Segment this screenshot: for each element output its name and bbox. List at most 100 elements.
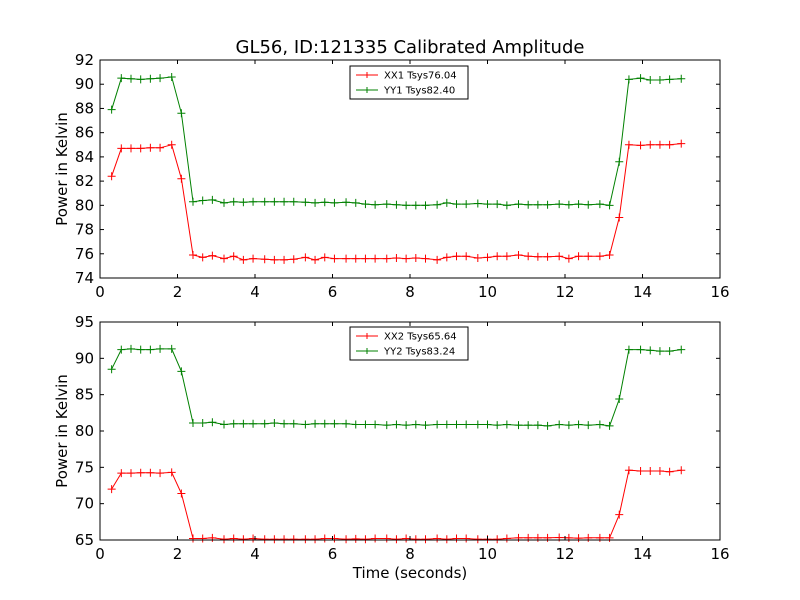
data-point (146, 143, 155, 152)
data-point (107, 485, 116, 494)
data-point (382, 254, 391, 263)
data-point (146, 74, 155, 83)
data-point (533, 252, 542, 261)
data-point (330, 534, 339, 543)
data-point (320, 253, 329, 262)
y-tick-label: 90 (75, 349, 94, 367)
data-point (543, 533, 552, 542)
data-point (433, 200, 442, 209)
data-point (260, 197, 269, 206)
x-tick-label: 4 (250, 545, 260, 563)
data-point (655, 140, 664, 149)
data-point (208, 418, 217, 427)
figure-title: GL56, ID:121335 Calibrated Amplitude (236, 37, 585, 58)
data-point (249, 254, 258, 263)
data-point (156, 344, 165, 353)
x-tick-label: 12 (555, 545, 574, 563)
data-point (574, 200, 583, 209)
data-point (543, 252, 552, 261)
data-point (392, 420, 401, 429)
data-point (260, 255, 269, 264)
y-tick-label: 78 (75, 221, 94, 239)
y-tick-label: 86 (75, 124, 94, 142)
data-point (677, 466, 686, 475)
y-tick-label: 75 (75, 458, 94, 476)
data-point (411, 254, 420, 263)
legend: XX1 Tsys76.04 YY1 Tsys82.40 (349, 65, 469, 100)
data-point (301, 420, 310, 429)
data-point (330, 254, 339, 263)
data-point (239, 419, 248, 428)
data-point (421, 421, 430, 430)
data-point (624, 466, 633, 475)
data-point (107, 365, 116, 374)
data-point (330, 198, 339, 207)
data-point (311, 535, 320, 544)
data-point (208, 251, 217, 260)
data-point (514, 250, 523, 259)
legend-box (349, 326, 469, 361)
data-point (543, 421, 552, 430)
data-point (136, 144, 145, 153)
data-point (301, 198, 310, 207)
data-point (462, 200, 471, 209)
data-point (411, 201, 420, 210)
data-point (117, 74, 126, 83)
data-point (655, 347, 664, 356)
data-point (605, 533, 614, 542)
data-point (127, 469, 135, 478)
data-point (239, 535, 248, 544)
data-point (462, 252, 471, 261)
data-point (514, 421, 523, 430)
y-tick-label: 76 (75, 245, 94, 263)
data-point (189, 419, 197, 428)
data-point (433, 420, 442, 429)
y-tick-label: 80 (75, 422, 94, 440)
x-tick-label: 14 (633, 545, 652, 563)
x-tick-label: 8 (405, 283, 415, 301)
x-tick-label: 10 (478, 283, 497, 301)
x-tick-label: 2 (173, 283, 183, 301)
data-point (605, 201, 614, 210)
data-point (646, 75, 655, 84)
series-line-1 (111, 469, 682, 540)
data-point (595, 420, 604, 429)
data-point (442, 198, 451, 207)
data-point (402, 534, 411, 543)
data-point (229, 419, 238, 428)
data-point (301, 253, 310, 262)
data-point (342, 198, 351, 207)
data-point (555, 252, 564, 261)
data-point (330, 419, 339, 428)
data-point (177, 109, 186, 118)
y-tick-label: 85 (75, 386, 94, 404)
data-point (564, 200, 573, 209)
data-point (502, 420, 511, 429)
data-point (524, 533, 533, 542)
data-point (107, 105, 116, 114)
data-point (289, 535, 298, 544)
data-point (127, 144, 135, 153)
data-point (270, 419, 279, 428)
data-point (655, 466, 664, 475)
data-point (371, 534, 380, 543)
data-point (636, 74, 645, 83)
data-point (677, 345, 686, 354)
legend-marker (364, 333, 370, 339)
legend-entry: XX1 Tsys76.04 (384, 71, 457, 82)
data-point (177, 489, 186, 498)
data-point (524, 200, 533, 209)
data-point (320, 419, 329, 428)
x-tick-label: 14 (633, 283, 652, 301)
data-point (636, 345, 645, 354)
data-point (198, 419, 207, 428)
x-tick-label: 16 (710, 283, 729, 301)
data-point (442, 420, 451, 429)
data-point (371, 200, 380, 209)
data-point (239, 198, 248, 207)
data-point (473, 254, 482, 263)
data-point (189, 534, 197, 543)
data-point (198, 534, 207, 543)
data-point (382, 534, 391, 543)
y-tick-label: 88 (75, 99, 94, 117)
